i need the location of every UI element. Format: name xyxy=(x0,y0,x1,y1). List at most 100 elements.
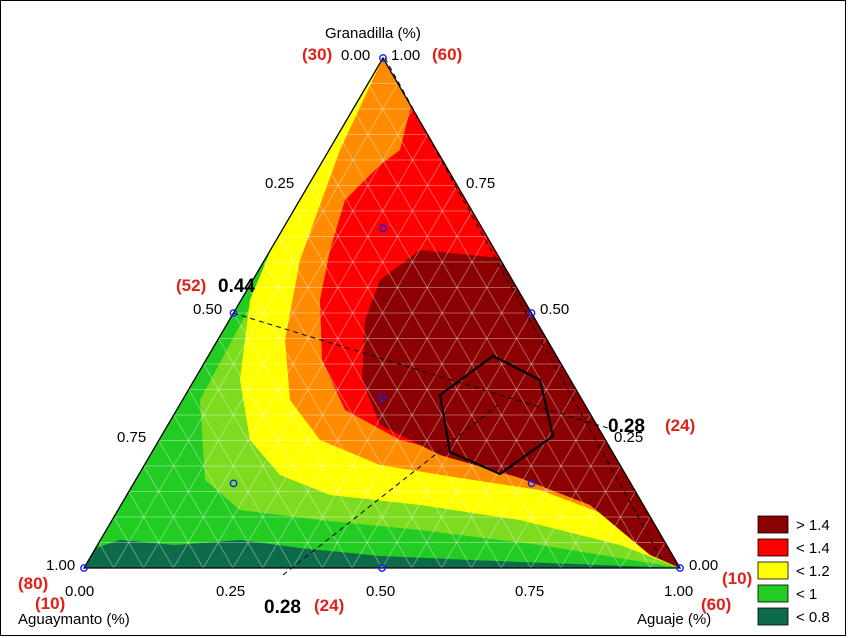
grid-line xyxy=(307,185,532,568)
legend: > 1.4 < 1.4 < 1.2 < 1 < 0.8 xyxy=(757,515,830,626)
design-point xyxy=(378,393,386,402)
grid-line xyxy=(113,516,145,568)
tick-bottom-000: 0.00 xyxy=(65,583,94,600)
tick-left-025: 0.25 xyxy=(265,175,294,192)
grid-line xyxy=(321,261,503,568)
red-annotations: (30) (60) (52) (24) (80) (10) (10) (60) … xyxy=(18,45,752,615)
grid-line xyxy=(98,542,115,568)
grid-line xyxy=(619,516,651,568)
legend-label: < 0.8 xyxy=(796,609,830,626)
grid-line xyxy=(218,338,353,568)
grid-line xyxy=(248,287,413,568)
grid-line xyxy=(560,465,622,568)
tick-left-075: 0.75 xyxy=(117,429,146,446)
grid-line xyxy=(352,108,621,568)
axis-title-aguaymanto: Aguaymanto (%) xyxy=(18,611,130,628)
grid-line xyxy=(411,338,547,568)
guide-line-3 xyxy=(282,404,499,576)
grid-line xyxy=(292,210,502,568)
grid-line xyxy=(470,389,577,568)
red-note-60-top: (60) xyxy=(432,45,462,64)
grid-line xyxy=(233,312,383,568)
axis-title-granadilla: Granadilla (%) xyxy=(325,25,421,42)
grid-line xyxy=(203,363,323,568)
grid-line xyxy=(649,542,666,568)
grid-line xyxy=(188,389,294,568)
legend-swatch xyxy=(757,584,789,603)
tick-right-vertex: 0.00 xyxy=(689,557,718,574)
tick-right-075: 0.75 xyxy=(466,175,495,192)
optimum-label-044: 0.44 xyxy=(218,276,255,297)
tick-left-vertex: 1.00 xyxy=(46,557,75,574)
design-point xyxy=(527,309,536,317)
legend-swatch xyxy=(757,561,789,580)
red-note-10-right: (10) xyxy=(722,569,752,588)
tick-bottom-025: 0.25 xyxy=(216,583,245,600)
optimum-label-028-bottom: 0.28 xyxy=(264,597,301,618)
grid-line xyxy=(367,83,651,568)
axis-title-aguaje: Aguaje (%) xyxy=(637,611,711,628)
grid-line xyxy=(337,134,592,568)
legend-swatch xyxy=(757,607,789,626)
grid-line xyxy=(143,465,204,568)
grid-line xyxy=(322,159,562,568)
red-note-80: (80) xyxy=(18,574,48,593)
tick-bottom-100: 1.00 xyxy=(664,583,693,600)
legend-swatch xyxy=(757,515,789,534)
tick-left-050: 0.50 xyxy=(193,301,222,318)
optimum-hexagon xyxy=(438,354,555,476)
red-note-24-right: (24) xyxy=(665,416,695,435)
red-note-30: (30) xyxy=(302,45,332,64)
tick-right-025: 0.25 xyxy=(614,429,643,446)
optimum-label-028-right: 0.28 xyxy=(608,416,645,437)
red-note-60-right: (60) xyxy=(701,595,731,614)
grid-line xyxy=(590,491,636,568)
tick-bottom-075: 0.75 xyxy=(515,583,544,600)
design-points xyxy=(80,54,684,572)
legend-label: < 1.4 xyxy=(796,540,830,557)
design-point xyxy=(379,54,387,62)
design-point xyxy=(229,479,238,488)
tick-labels: 0.00 1.00 0.25 0.50 0.75 1.00 0.75 0.50 … xyxy=(46,47,718,600)
grid-line xyxy=(441,363,562,568)
legend-swatch xyxy=(757,538,789,557)
tick-top-000: 0.00 xyxy=(341,47,370,64)
grid-line xyxy=(172,134,428,568)
grid-line xyxy=(500,414,592,568)
grid-line xyxy=(381,312,532,568)
tick-top-100: 1.00 xyxy=(391,47,420,64)
grid-line xyxy=(262,261,443,568)
red-note-24-bottom: (24) xyxy=(314,596,344,615)
tick-bottom-050: 0.50 xyxy=(366,583,395,600)
grid-line xyxy=(292,236,488,568)
tick-right-050: 0.50 xyxy=(540,301,569,318)
design-point xyxy=(378,564,386,572)
design-point xyxy=(676,564,684,572)
legend-label: < 1.2 xyxy=(796,563,830,580)
grid-line xyxy=(232,185,458,568)
design-point xyxy=(379,224,387,233)
design-point xyxy=(80,564,88,572)
grid-line xyxy=(173,414,264,568)
grid-line xyxy=(128,491,174,568)
legend-label: < 1 xyxy=(796,586,817,603)
grid-line xyxy=(277,236,472,568)
legend-label: > 1.4 xyxy=(796,517,830,534)
grid-line xyxy=(158,440,234,568)
guide-lines xyxy=(232,57,663,576)
design-point xyxy=(527,479,536,488)
red-note-52: (52) xyxy=(176,276,206,295)
grid-line xyxy=(351,287,518,568)
red-note-10-left: (10) xyxy=(35,594,65,613)
grid-line xyxy=(113,83,399,568)
contour-regions xyxy=(84,58,680,568)
region-dark-red xyxy=(362,250,680,568)
grid-line xyxy=(143,108,414,568)
grid-line xyxy=(530,440,607,568)
design-point xyxy=(229,309,238,317)
grid-line xyxy=(202,159,443,568)
guide-line-1 xyxy=(384,57,663,561)
grid-line xyxy=(262,210,473,568)
